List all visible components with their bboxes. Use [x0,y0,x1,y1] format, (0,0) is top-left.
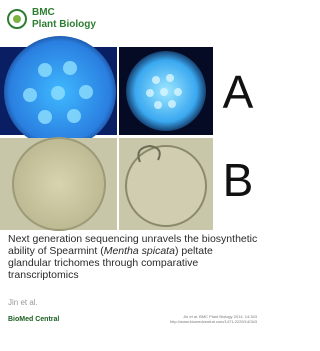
title-text: Next generation sequencing unravels the … [8,233,258,257]
figure: A B [0,36,254,231]
cover: BMC Plant Biology A B Next generation se… [0,0,263,324]
citation-url: http://www.biomedcentral.com/1471-2229/1… [170,319,257,324]
header: BMC Plant Biology [0,0,263,46]
journal-logo: BMC Plant Biology [6,4,96,42]
citation-text: Jin et al. BMC Plant Biology 2014, 14:34… [183,314,257,319]
journal-name: Plant Biology [32,19,96,30]
journal-prefix: BMC [32,7,55,18]
authors: Jin et al. [8,298,38,307]
citation: Jin et al. BMC Plant Biology 2014, 14:34… [137,314,257,324]
panel-label: A [223,66,254,118]
panel-label: B [223,154,254,206]
title-text: ) peltate glandular trichomes through co… [8,245,213,281]
publisher-logo: BioMed Central [8,316,60,323]
title-italic: Mentha spicata [103,245,175,257]
logo-mark [7,9,27,29]
article-title: Next generation sequencing unravels the … [8,233,258,281]
